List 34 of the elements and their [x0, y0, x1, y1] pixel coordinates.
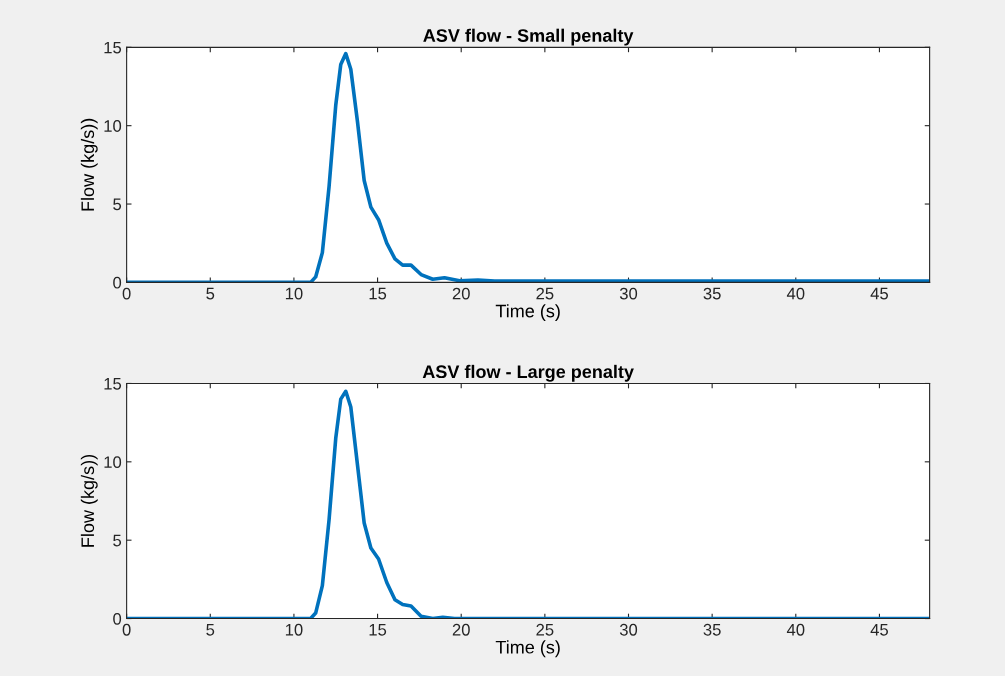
x-tick-label: 40 [786, 623, 805, 636]
y-tick-label: 5 [113, 534, 122, 547]
x-axis-title: Time (s) [495, 304, 560, 321]
x-tick-label: 25 [536, 623, 554, 636]
chart-title: ASV flow - Small penalty [423, 28, 634, 46]
x-tick-label: 10 [285, 623, 303, 636]
y-tick-label: 0 [113, 276, 122, 289]
y-tick-label: 15 [104, 41, 122, 54]
x-tick-label: 20 [452, 623, 470, 636]
y-tick-label: 15 [104, 378, 122, 390]
x-tick-label: 35 [703, 623, 721, 636]
x-tick-label: 45 [870, 624, 889, 636]
x-tick-label: 5 [206, 287, 215, 300]
x-tick-label: 25 [536, 287, 554, 300]
x-tick-label: 15 [369, 624, 387, 636]
y-tick-label: 10 [104, 120, 122, 132]
x-tick-label: 45 [870, 287, 889, 300]
x-tick-label: 30 [619, 623, 638, 636]
x-tick-label: 10 [285, 287, 303, 300]
y-tick-label: 10 [104, 456, 122, 469]
x-tick-label: 35 [703, 287, 721, 300]
x-tick-label: 40 [786, 287, 805, 300]
x-axis-title: Time (s) [495, 640, 560, 658]
y-axis-title: Flow (kg/s)) [80, 454, 98, 547]
y-tick-label: 0 [113, 612, 122, 625]
chart-title: ASV flow - Large penalty [422, 364, 634, 382]
x-tick-label: 0 [122, 623, 131, 636]
y-axis-title: Flow (kg/s)) [80, 118, 98, 211]
x-tick-label: 5 [206, 624, 215, 636]
x-tick-label: 20 [452, 287, 470, 300]
x-tick-label: 0 [122, 287, 131, 300]
x-tick-label: 30 [619, 287, 638, 300]
y-tick-label: 5 [113, 198, 122, 211]
x-tick-label: 15 [369, 287, 387, 300]
